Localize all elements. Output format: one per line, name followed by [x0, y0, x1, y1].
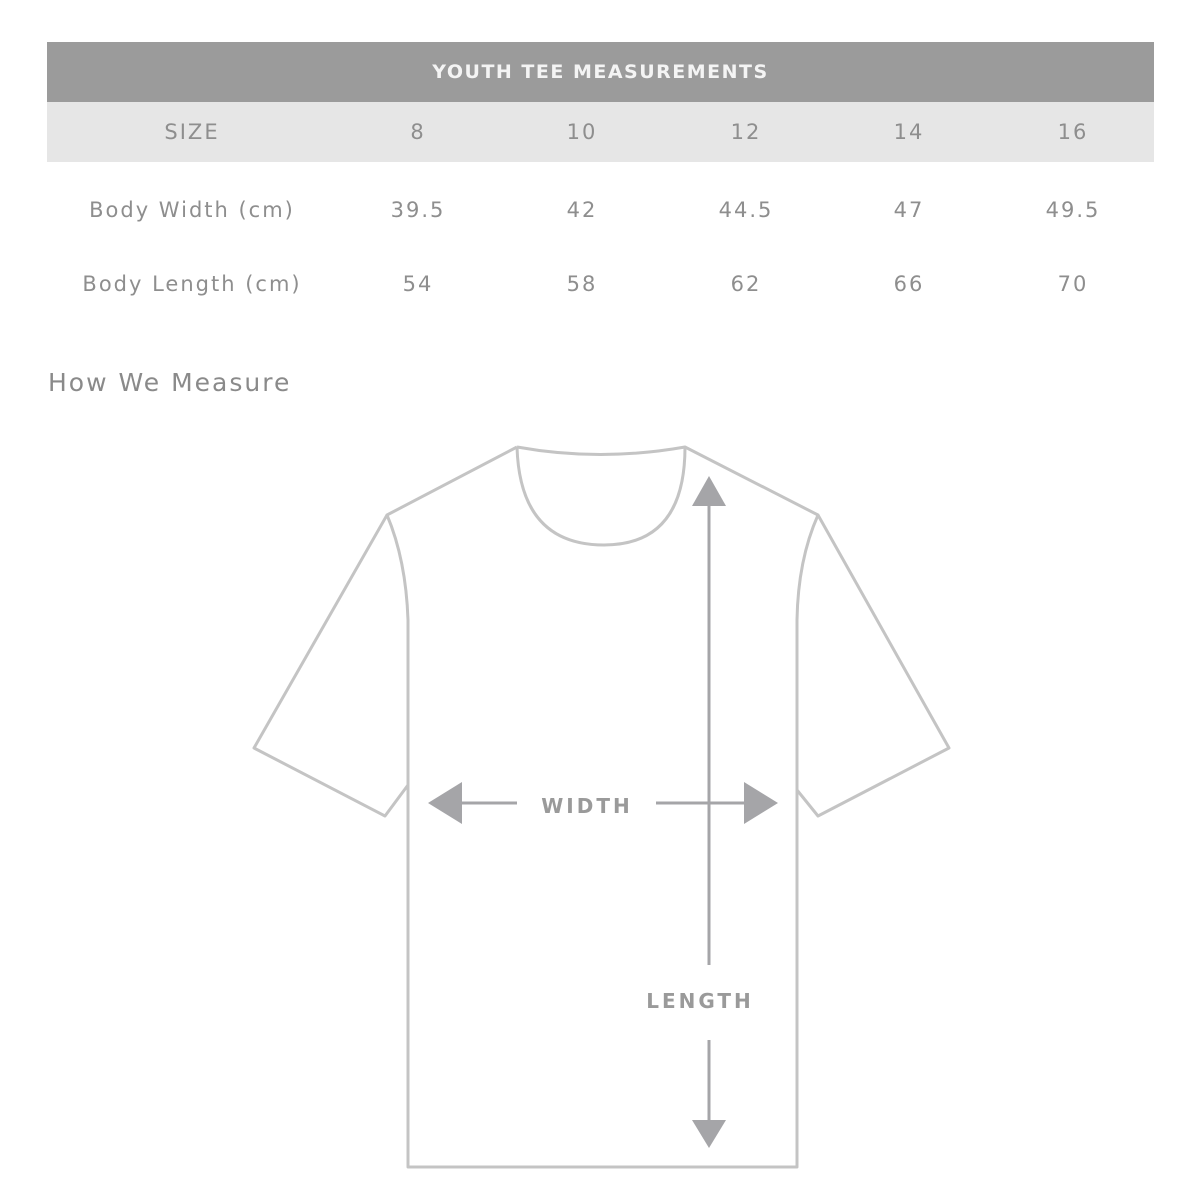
neckline	[515, 446, 687, 547]
arrow-right-icon	[744, 782, 778, 824]
tshirt-outline	[252, 445, 951, 1169]
size-14: 14	[893, 120, 925, 144]
length-label: LENGTH	[646, 989, 754, 1013]
size-header-row	[47, 102, 1154, 162]
table-cell: 66	[893, 272, 925, 296]
size-10: 10	[566, 120, 598, 144]
table-cell: 62	[730, 272, 762, 296]
size-8: 8	[410, 120, 426, 144]
table-cell: 58	[566, 272, 598, 296]
table-cell: 54	[402, 272, 434, 296]
table-cell: 44.5	[718, 198, 774, 222]
table-cell: 49.5	[1045, 198, 1101, 222]
width-arrow	[428, 782, 778, 824]
size-header-label: SIZE	[164, 120, 220, 144]
table-cell: 70	[1057, 272, 1089, 296]
size-12: 12	[730, 120, 762, 144]
row-label-body-length: Body Length (cm)	[82, 272, 302, 296]
table-title: YOUTH TEE MEASUREMENTS	[47, 42, 1154, 102]
table-cell: 42	[566, 198, 598, 222]
arrow-up-icon	[692, 476, 726, 506]
table-cell: 39.5	[390, 198, 446, 222]
row-label-body-width: Body Width (cm)	[89, 198, 295, 222]
table-cell: 47	[893, 198, 925, 222]
size-16: 16	[1057, 120, 1089, 144]
arrow-down-icon	[692, 1120, 726, 1148]
how-we-measure-heading: How We Measure	[48, 368, 292, 397]
width-label: WIDTH	[541, 794, 632, 818]
length-arrow	[692, 476, 726, 1148]
arrow-left-icon	[428, 782, 462, 824]
